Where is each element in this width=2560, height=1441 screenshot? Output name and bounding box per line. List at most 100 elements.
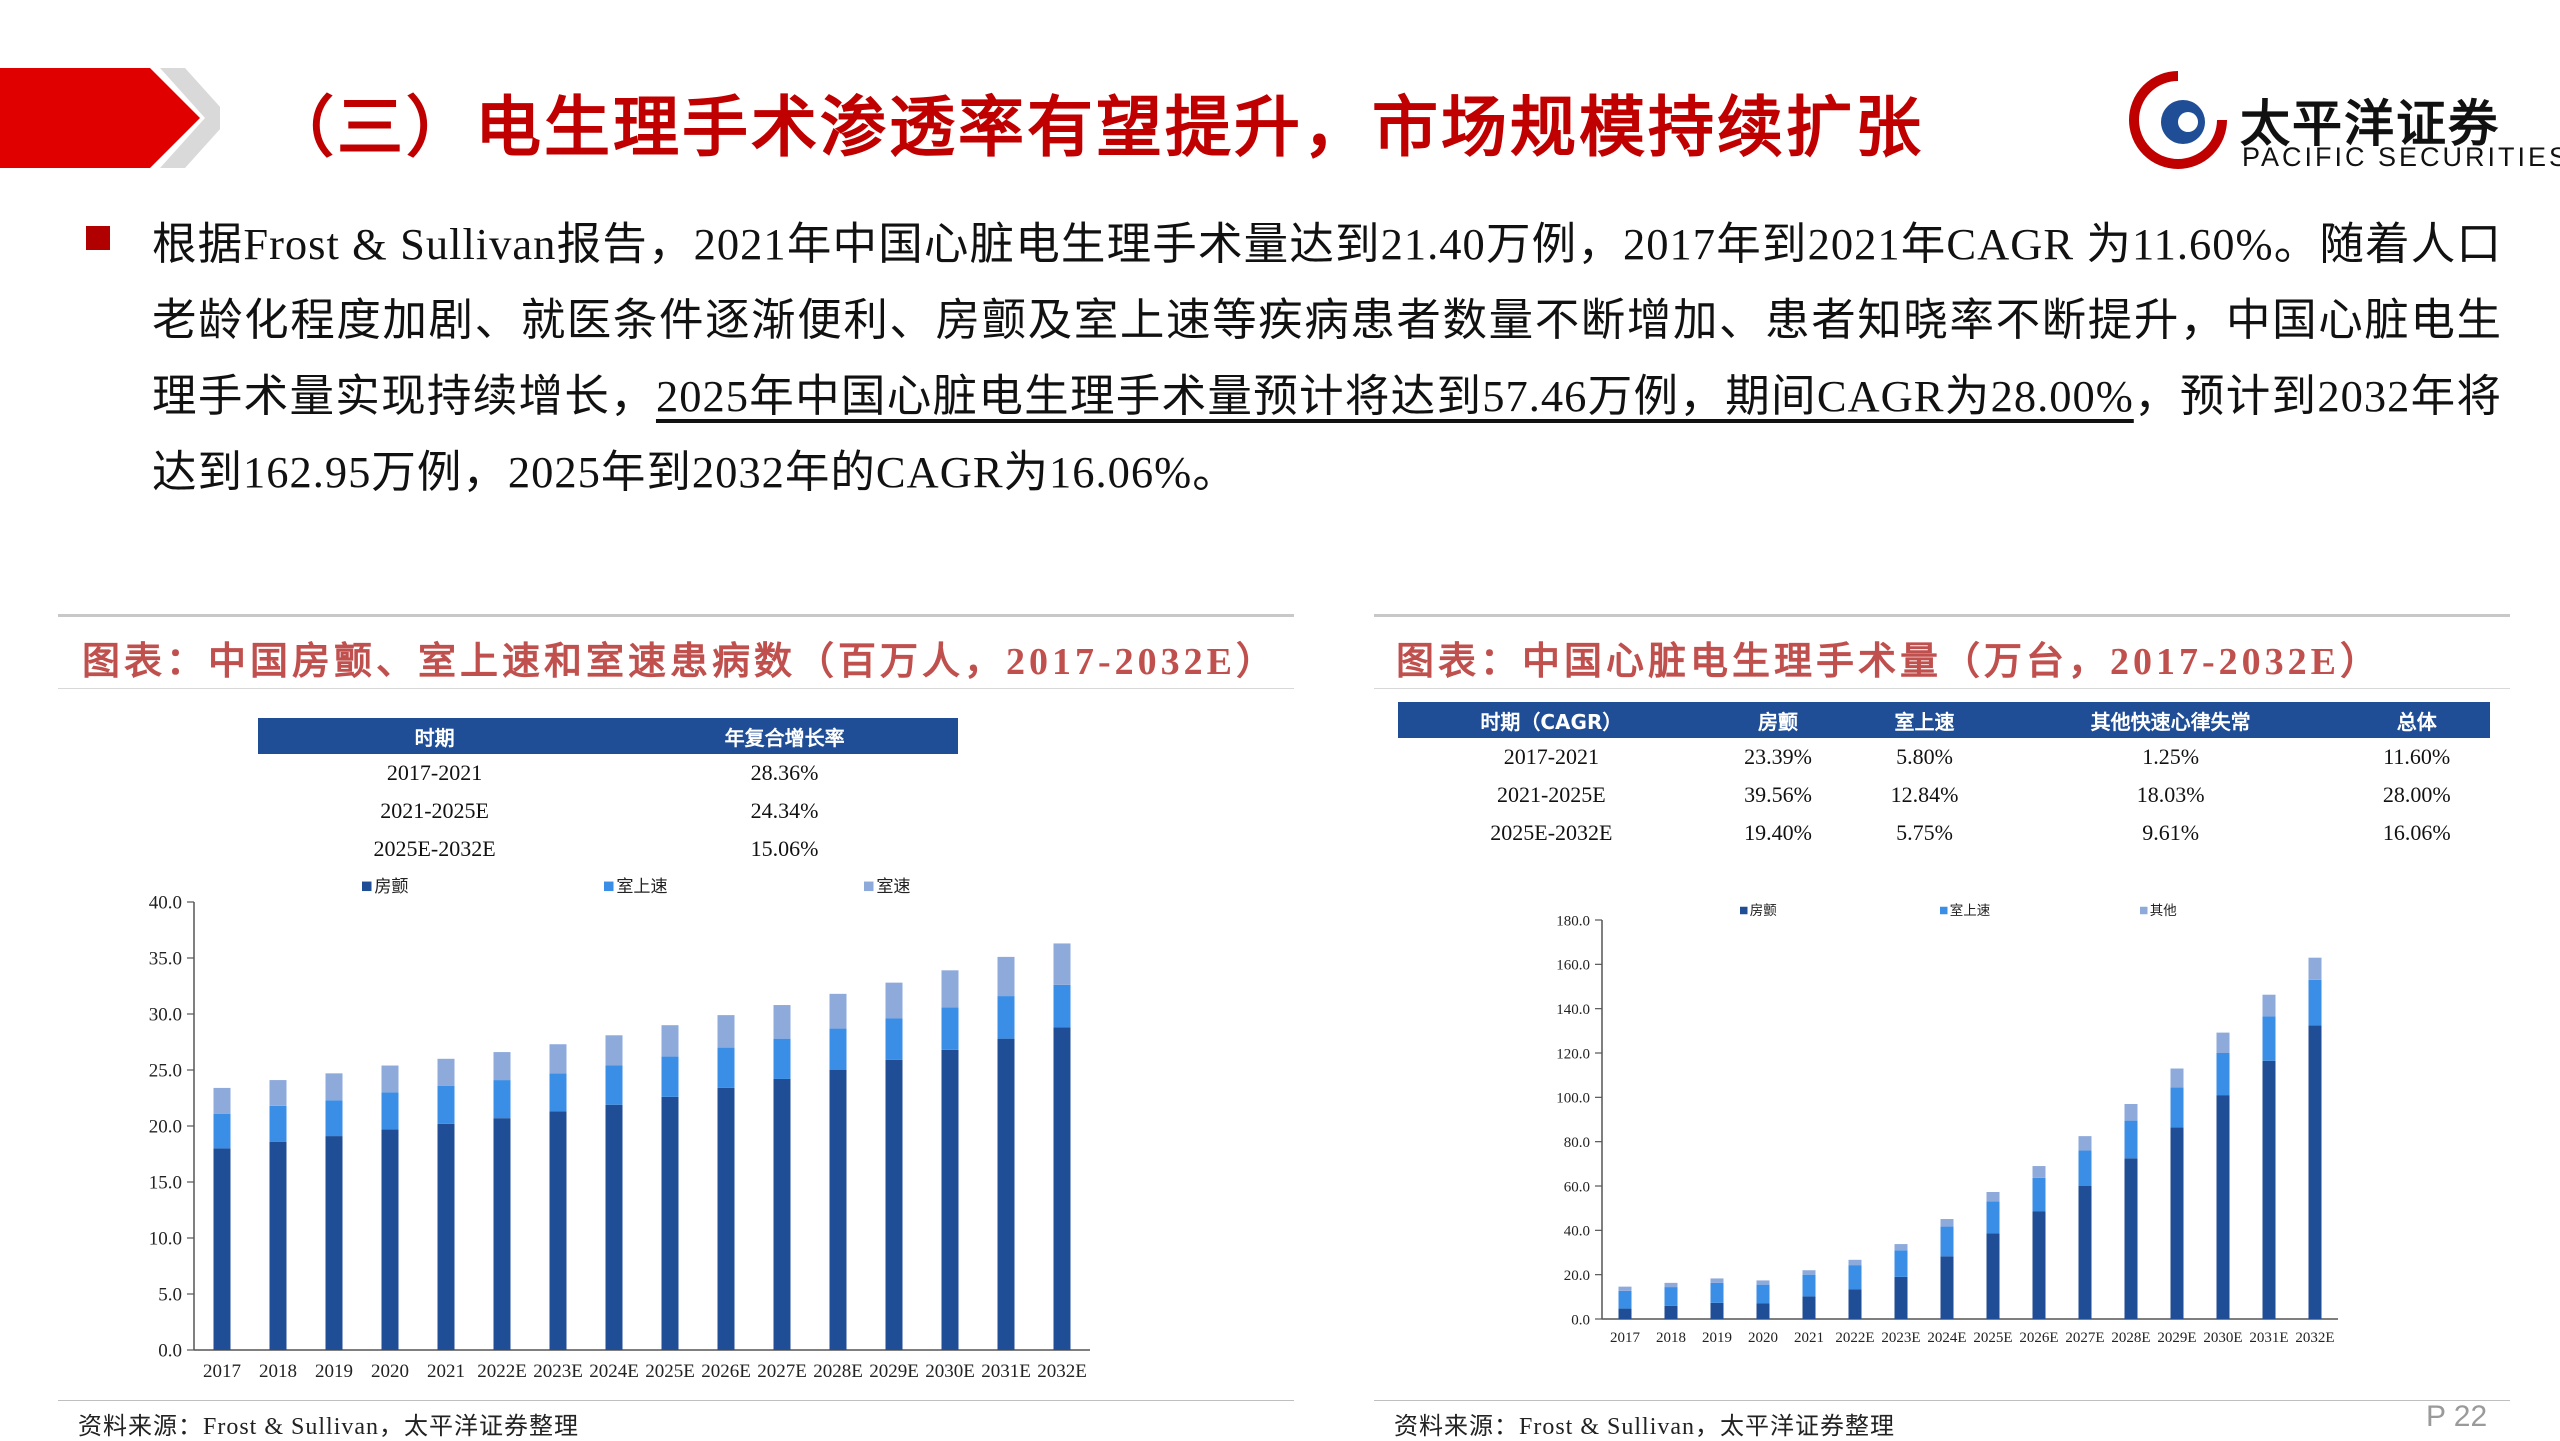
bar-segment [1940, 1226, 1954, 1257]
bar-segment [1664, 1287, 1678, 1306]
bar-segment [717, 1047, 735, 1088]
x-tick-label: 2020 [371, 1361, 409, 1382]
bar-segment [2170, 1087, 2184, 1128]
table-header: 房颤 [1704, 702, 1852, 738]
bar-segment [213, 1148, 231, 1350]
x-tick-label: 2026E [2019, 1330, 2058, 1346]
company-logo: 太平洋证券 PACIFIC SECURITIES [2128, 70, 2560, 180]
bar-segment [2308, 957, 2322, 980]
bar-segment [997, 1038, 1015, 1350]
bar-segment [885, 982, 903, 1019]
bar-segment [269, 1105, 287, 1142]
bar-segment [717, 1087, 735, 1350]
bar-segment [1802, 1296, 1816, 1319]
right-panel-top-line [1374, 614, 2510, 617]
bar-segment [773, 1038, 791, 1079]
bar-segment [717, 1015, 735, 1048]
legend-label: 室上速 [1950, 902, 1991, 918]
left-panel-bottom-line [58, 1400, 1294, 1401]
legend-label: 室速 [876, 877, 910, 896]
bar-segment [2216, 1032, 2230, 1053]
bar-segment [661, 1056, 679, 1097]
bar-segment [2262, 1016, 2276, 1061]
table-cell: 5.75% [1896, 820, 1953, 845]
table-cell: 11.60% [2383, 744, 2451, 769]
summary-text-1: 根据Frost & Sullivan报告，2021年中国心脏电生理手术量达到21… [152, 219, 2502, 421]
bar-segment [829, 1028, 847, 1070]
bar-segment [1940, 1256, 1954, 1319]
x-tick-label: 2029E [2157, 1330, 2196, 1346]
x-tick-label: 2022E [1835, 1330, 1874, 1346]
bar-segment [1848, 1265, 1862, 1290]
legend-label: 房颤 [374, 877, 408, 896]
table-cell: 16.06% [2382, 820, 2451, 845]
table-cell: 18.03% [2136, 782, 2205, 807]
legend-swatch [864, 881, 874, 892]
x-tick-label: 2026E [701, 1361, 751, 1382]
table-cell: 28.36% [750, 760, 819, 785]
bar-segment [2032, 1166, 2046, 1178]
bar-segment [1053, 984, 1071, 1028]
legend-swatch [362, 881, 372, 892]
bar-segment [2262, 1060, 2276, 1319]
page-title: （三）电生理手术渗透率有望提升，市场规模持续扩张 [268, 89, 1924, 166]
y-tick-label: 120.0 [1556, 1046, 1590, 1062]
table-header: 其他快速心律失常 [1997, 702, 2344, 738]
bar-segment [493, 1080, 511, 1119]
bar-segment [549, 1073, 567, 1112]
bar-segment [605, 1104, 623, 1350]
bar-segment [2124, 1120, 2138, 1159]
x-tick-label: 2021 [427, 1361, 465, 1382]
table-cell: 2017-2021 [386, 760, 483, 785]
bar-segment [941, 1007, 959, 1050]
legend-label: 室上速 [616, 877, 667, 896]
table-cell: 28.00% [2382, 782, 2451, 807]
bar-segment [1664, 1282, 1678, 1288]
x-tick-label: 2023E [1881, 1330, 1920, 1346]
bar-segment [773, 1078, 791, 1350]
y-tick-label: 160.0 [1556, 958, 1590, 974]
x-tick-label: 2024E [589, 1361, 639, 1382]
bar-segment [437, 1058, 455, 1086]
bar-segment [1618, 1290, 1632, 1309]
y-tick-label: 5.0 [158, 1285, 182, 1306]
bar-segment [2078, 1186, 2092, 1319]
table-header: 年复合增长率 [611, 718, 958, 754]
table-cell: 2025E-2032E [1490, 820, 1613, 845]
left-panel-title-divider [58, 688, 1294, 689]
bar-segment [325, 1100, 343, 1137]
bar-segment [325, 1073, 343, 1101]
bar-segment [1053, 943, 1071, 985]
bar-segment [2216, 1095, 2230, 1319]
bar-segment [493, 1052, 511, 1081]
bar-segment [2170, 1127, 2184, 1319]
bar-segment [269, 1080, 287, 1106]
y-tick-label: 0.0 [158, 1341, 182, 1362]
bar-segment [1710, 1302, 1724, 1319]
summary-paragraph: 根据Frost & Sullivan报告，2021年中国心脏电生理手术量达到21… [152, 206, 2502, 510]
y-tick-label: 20.0 [149, 1117, 182, 1138]
page-number: P 22 [2426, 1400, 2488, 1433]
bar-segment [437, 1123, 455, 1350]
table-row: 2025E-2032E 15.06% [258, 830, 958, 868]
bar-segment [1986, 1201, 2000, 1234]
right-stacked-bar-chart: 0.0 20.0 40.0 60.0 80.0 100.0 120.0 140.0 160.0 1… [1556, 902, 2338, 1346]
x-tick-label: 2030E [2203, 1330, 2242, 1346]
x-tick-label: 2019 [1702, 1330, 1732, 1346]
bar-segment [2078, 1150, 2092, 1186]
bar-segment [1710, 1278, 1724, 1283]
legend-swatch [604, 881, 614, 892]
table-row: 2025E-2032E 19.40% 5.75% 9.61% 16.06% [1398, 814, 2490, 852]
bar-segment [437, 1085, 455, 1124]
bar-segment [661, 1025, 679, 1057]
legend-swatch [1740, 906, 1748, 915]
x-tick-label: 2030E [925, 1361, 975, 1382]
y-tick-label: 80.0 [1564, 1135, 1590, 1151]
x-tick-label: 2032E [2295, 1330, 2334, 1346]
table-cell: 23.39% [1744, 744, 1812, 769]
bar-segment [829, 993, 847, 1029]
table-row: 2017-2021 23.39% 5.80% 1.25% 11.60% [1398, 738, 2490, 776]
bar-segment [2124, 1158, 2138, 1319]
x-tick-label: 2024E [1927, 1330, 1966, 1346]
x-tick-label: 2021 [1794, 1330, 1824, 1346]
